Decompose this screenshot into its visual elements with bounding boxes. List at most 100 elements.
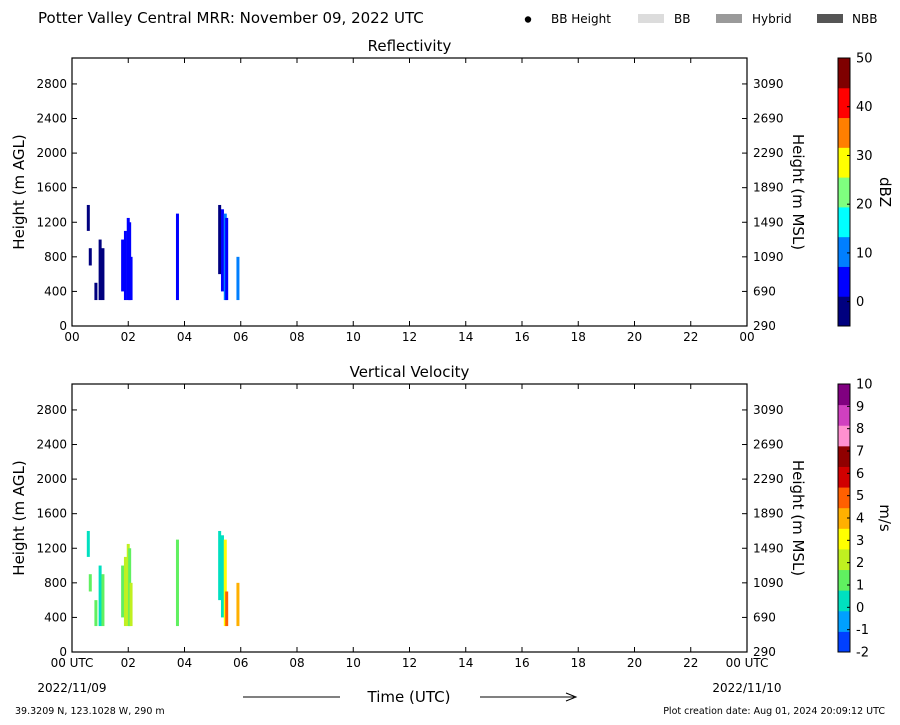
- y-tick-label: 2800: [36, 77, 67, 91]
- start-date-label: 2022/11/09: [37, 681, 106, 695]
- data-column: [88, 574, 92, 592]
- y-right-tick-label: 1890: [753, 181, 784, 195]
- x-tick-label: 16: [514, 656, 529, 670]
- colorbar-segment: [838, 236, 850, 267]
- y-tick-label: 800: [44, 250, 67, 264]
- x-tick-label: 08: [289, 656, 304, 670]
- colorbar-segment: [838, 528, 850, 550]
- y-tick-label: 1200: [36, 541, 67, 555]
- header-legend: BB Height BB Hybrid NBB: [524, 12, 877, 26]
- data-column: [94, 600, 98, 627]
- x-tick-label: 06: [233, 330, 248, 344]
- data-column: [86, 530, 90, 557]
- data-column: [220, 535, 224, 618]
- data-column: [225, 217, 229, 301]
- x-tick-label: 10: [346, 330, 361, 344]
- data-columns: [86, 204, 240, 301]
- y-axis-label: Height (m AGL): [10, 134, 28, 249]
- x-tick-label: 08: [289, 330, 304, 344]
- plot-frame: [71, 57, 748, 327]
- x-tick-label: 04: [177, 330, 192, 344]
- y-right-tick-label: 1490: [753, 215, 784, 229]
- colorbar-tick-label: 5: [856, 489, 864, 504]
- x-tick-label: 14: [458, 656, 473, 670]
- legend-swatch: [716, 14, 742, 23]
- data-column: [129, 256, 133, 301]
- time-axis-arrowhead: [565, 692, 578, 702]
- colorbar-segment: [838, 117, 850, 148]
- y-right-tick-label: 2290: [753, 146, 784, 160]
- y-tick-label: 2400: [36, 438, 67, 452]
- colorbar-tick-label: 2: [856, 556, 864, 571]
- x-tick-label: 18: [571, 330, 586, 344]
- colorbar-segment: [838, 147, 850, 178]
- y-axis-right-label: Height (m MSL): [789, 134, 807, 250]
- data-column: [175, 213, 179, 301]
- plot-frame: [71, 383, 748, 653]
- colorbar-segment: [838, 58, 850, 89]
- colorbar-tick-label: 20: [856, 198, 873, 213]
- colorbar-segment: [838, 266, 850, 297]
- colorbar-segment: [838, 296, 850, 327]
- y-right-tick-label: 3090: [753, 403, 784, 417]
- panel-title: Reflectivity: [368, 37, 452, 55]
- y-tick-label: 1600: [36, 507, 67, 521]
- y-right-tick-label: 2690: [753, 438, 784, 452]
- x-tick-label: 14: [458, 330, 473, 344]
- y-right-tick-label: 2290: [753, 472, 784, 486]
- station-coordinates: 39.3209 N, 123.1028 W, 290 m: [15, 706, 165, 717]
- x-tick-label: 12: [402, 330, 417, 344]
- colorbar-tick-label: 7: [856, 445, 864, 460]
- colorbar-tick-label: 8: [856, 422, 864, 437]
- y-tick-label: 0: [59, 319, 67, 333]
- x-tick-label: 22: [683, 656, 698, 670]
- y-right-tick-label: 1090: [753, 576, 784, 590]
- colorbar-tick-label: -1: [856, 623, 869, 638]
- colorbar-segment: [838, 507, 850, 529]
- data-column: [86, 204, 90, 231]
- x-tick-label: 18: [571, 656, 586, 670]
- data-column: [94, 282, 98, 301]
- y-tick-label: 1600: [36, 181, 67, 195]
- colorbar-segment: [838, 631, 850, 653]
- y-tick-label: 400: [44, 610, 67, 624]
- y-tick-label: 800: [44, 576, 67, 590]
- data-column: [101, 248, 105, 301]
- data-column: [218, 204, 222, 275]
- x-tick-label: 22: [683, 330, 698, 344]
- colorbar-segment: [838, 487, 850, 509]
- colorbar-segment: [838, 569, 850, 591]
- colorbar-tick-label: 40: [856, 100, 873, 115]
- x-tick-label: 10: [346, 656, 361, 670]
- data-columns: [86, 530, 240, 627]
- colorbar-segment: [838, 610, 850, 632]
- x-tick-label: 20: [627, 330, 642, 344]
- colorbar-segment: [838, 87, 850, 119]
- y-right-tick-label: 290: [753, 645, 776, 659]
- data-column: [218, 530, 222, 601]
- panel-title: Vertical Velocity: [350, 363, 470, 381]
- colorbar-segment: [838, 590, 850, 612]
- y-right-tick-label: 290: [753, 319, 776, 333]
- y-tick-label: 2400: [36, 112, 67, 126]
- x-tick-label: 04: [177, 656, 192, 670]
- colorbar-label: dBZ: [876, 177, 894, 207]
- y-axis-right-label: Height (m MSL): [789, 460, 807, 576]
- y-right-tick-label: 1490: [753, 541, 784, 555]
- colorbar-tick-label: 0: [856, 295, 864, 310]
- x-tick-label: 00 UTC: [51, 656, 94, 670]
- legend-label: Hybrid: [752, 12, 792, 26]
- y-right-tick-label: 2690: [753, 112, 784, 126]
- legend-label: BB: [674, 12, 690, 26]
- data-column: [129, 582, 133, 627]
- colorbar-segment: [838, 445, 850, 467]
- colorbar-frame: [837, 57, 851, 327]
- colorbar-segment: [838, 548, 850, 571]
- data-column: [223, 539, 227, 627]
- y-right-tick-label: 3090: [753, 77, 784, 91]
- colorbar-tick-label: 50: [856, 52, 873, 67]
- y-right-tick-label: 1890: [753, 507, 784, 521]
- colorbar: -2 -1 0 1 2 3 4 5 6 7 8 9 10 m/s: [837, 378, 894, 661]
- colorbar-tick-label: 0: [856, 601, 864, 616]
